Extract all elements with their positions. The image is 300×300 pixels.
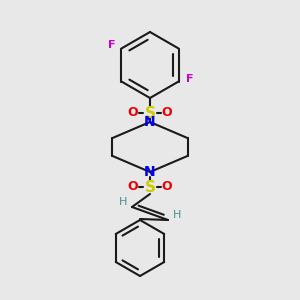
Text: F: F: [186, 74, 193, 85]
Text: S: S: [145, 106, 155, 121]
Text: H: H: [173, 210, 181, 220]
Text: O: O: [128, 181, 138, 194]
Text: H: H: [119, 197, 127, 207]
Text: O: O: [162, 181, 172, 194]
Text: F: F: [108, 40, 115, 50]
Text: O: O: [162, 106, 172, 119]
Text: N: N: [144, 115, 156, 129]
Text: S: S: [145, 179, 155, 194]
Text: O: O: [128, 106, 138, 119]
Text: N: N: [144, 165, 156, 179]
